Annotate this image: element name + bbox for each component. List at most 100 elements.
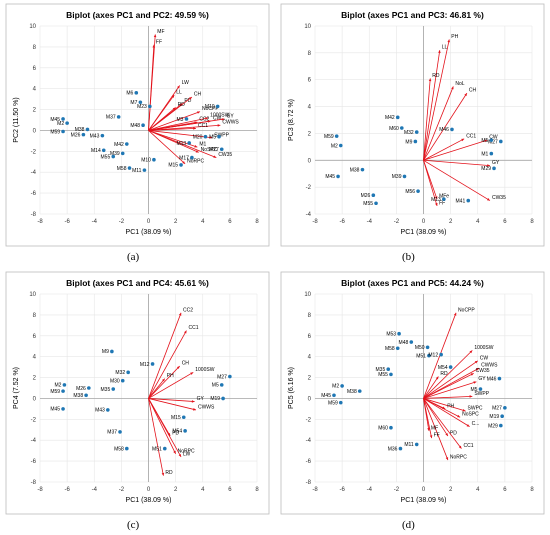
y-tick-label: -4	[31, 438, 37, 444]
observation-point	[85, 127, 90, 132]
observation-point	[162, 446, 167, 451]
x-tick-label: -4	[367, 487, 373, 493]
y-tick-label: 10	[29, 292, 36, 298]
observation-label: M26	[71, 132, 81, 138]
vector-label: CW35	[476, 368, 490, 374]
x-tick-label: -6	[64, 219, 70, 225]
y-tick-label: 10	[304, 24, 311, 30]
observation-point	[84, 393, 88, 398]
vector-arrowhead	[474, 360, 478, 364]
chart-title: Biplot (axes PC1 and PC5: 44.24 %)	[341, 278, 484, 288]
variable-vector	[423, 39, 450, 161]
y-axis-label: PC4 (7.52 %)	[13, 367, 20, 409]
observation-label: M23	[137, 104, 147, 110]
observation-point	[181, 415, 186, 420]
x-tick-label: -8	[37, 487, 43, 493]
observation-label: M59	[324, 134, 334, 140]
vector-label: CC2	[199, 117, 209, 123]
x-tick-label: 6	[503, 487, 507, 493]
variable-vector	[148, 398, 164, 476]
observation-label: M26	[76, 386, 86, 392]
vector-label: CC1	[188, 325, 198, 331]
y-tick-label: -2	[31, 417, 37, 423]
x-tick-label: -2	[394, 219, 400, 225]
x-tick-label: 4	[476, 487, 480, 493]
observation-label: M38	[347, 389, 357, 395]
variable-vector	[148, 365, 180, 399]
vector-label: NoSPC	[462, 412, 479, 418]
vector-arrowhead	[429, 435, 433, 439]
observation-label: M13	[176, 141, 186, 147]
variable-vector	[423, 398, 466, 412]
observation-label: M36	[388, 446, 398, 452]
vector-arrowhead	[191, 400, 195, 403]
biplot-panel-c: Biplot (axes PC1 and PC4: 45.61 %) -8 -6 -4…	[0, 268, 275, 535]
x-tick-label: -8	[37, 219, 43, 225]
variable-vector	[423, 373, 474, 399]
x-tick-label: 8	[530, 487, 534, 493]
vector-arrowhead	[161, 472, 165, 476]
x-tick-label: 8	[530, 219, 534, 225]
y-tick-label: 8	[33, 313, 37, 319]
biplot-chart-d: Biplot (axes PC1 and PC5: 44.24 %) -8 -6 -4…	[280, 271, 545, 515]
y-tick-label: -6	[31, 459, 37, 465]
y-tick-label: -6	[306, 459, 312, 465]
y-tick-label: 6	[308, 78, 312, 84]
vector-label: PD	[184, 98, 191, 104]
vector-label: FF	[156, 39, 162, 45]
x-tick-label: 8	[255, 487, 259, 493]
y-tick-label: 4	[33, 87, 37, 93]
vector-arrowhead	[162, 378, 165, 382]
vector-arrowhead	[195, 150, 199, 153]
vector-label: LW	[182, 80, 189, 86]
observation-label: M30	[110, 378, 120, 384]
y-axis-label: PC2 (11.50 %)	[13, 97, 20, 142]
observation-label: M38	[75, 127, 85, 133]
x-tick-label: -8	[312, 219, 318, 225]
vector-arrowhead	[221, 118, 225, 121]
panel-letter: (c)	[127, 519, 140, 531]
observation-point	[374, 201, 378, 206]
vector-label: CWWS	[481, 363, 498, 369]
vector-label: NoRPC	[450, 455, 467, 461]
observation-point	[61, 407, 65, 411]
variable-vector	[148, 330, 187, 399]
observation-point	[427, 353, 431, 358]
vector-arrowhead	[173, 450, 176, 454]
variable-vector	[423, 398, 470, 427]
vector-label: GY	[226, 113, 234, 119]
observation-point	[152, 157, 156, 162]
x-axis-label: PC1 (38.09 %)	[126, 229, 172, 236]
observation-point	[187, 141, 191, 145]
vector-label: GY	[478, 376, 486, 382]
x-tick-label: 6	[228, 487, 232, 493]
vector-arrowhead	[438, 50, 441, 54]
vector-label: CC1	[198, 123, 208, 129]
vector-label: CW	[489, 135, 498, 141]
vector-label: MF	[431, 425, 438, 431]
x-tick-label: 0	[147, 487, 151, 493]
vector-arrowhead	[458, 445, 462, 449]
vector-label: RD	[165, 470, 173, 476]
observation-point	[499, 423, 503, 428]
observation-point	[87, 386, 91, 390]
observation-label: M19	[489, 414, 499, 420]
vector-arrowhead	[197, 111, 201, 114]
vector-arrowhead	[434, 196, 438, 200]
variable-vector	[423, 92, 468, 161]
variable-vector	[423, 398, 446, 410]
y-tick-label: 10	[304, 292, 311, 298]
y-tick-label: 8	[308, 313, 312, 319]
observation-point	[111, 387, 116, 391]
observation-label: M35	[376, 367, 386, 373]
observation-label: M12	[428, 352, 438, 358]
panel-letter: (a)	[127, 251, 140, 263]
vector-arrowhead	[445, 433, 448, 437]
observation-label: M45	[50, 117, 60, 123]
variable-vector	[148, 96, 193, 131]
vector-label: CWWS	[222, 120, 239, 126]
vector-label: GY	[492, 160, 500, 166]
observation-label: M45	[325, 174, 335, 180]
observation-label: M41	[456, 198, 466, 204]
variable-vector	[423, 395, 473, 399]
